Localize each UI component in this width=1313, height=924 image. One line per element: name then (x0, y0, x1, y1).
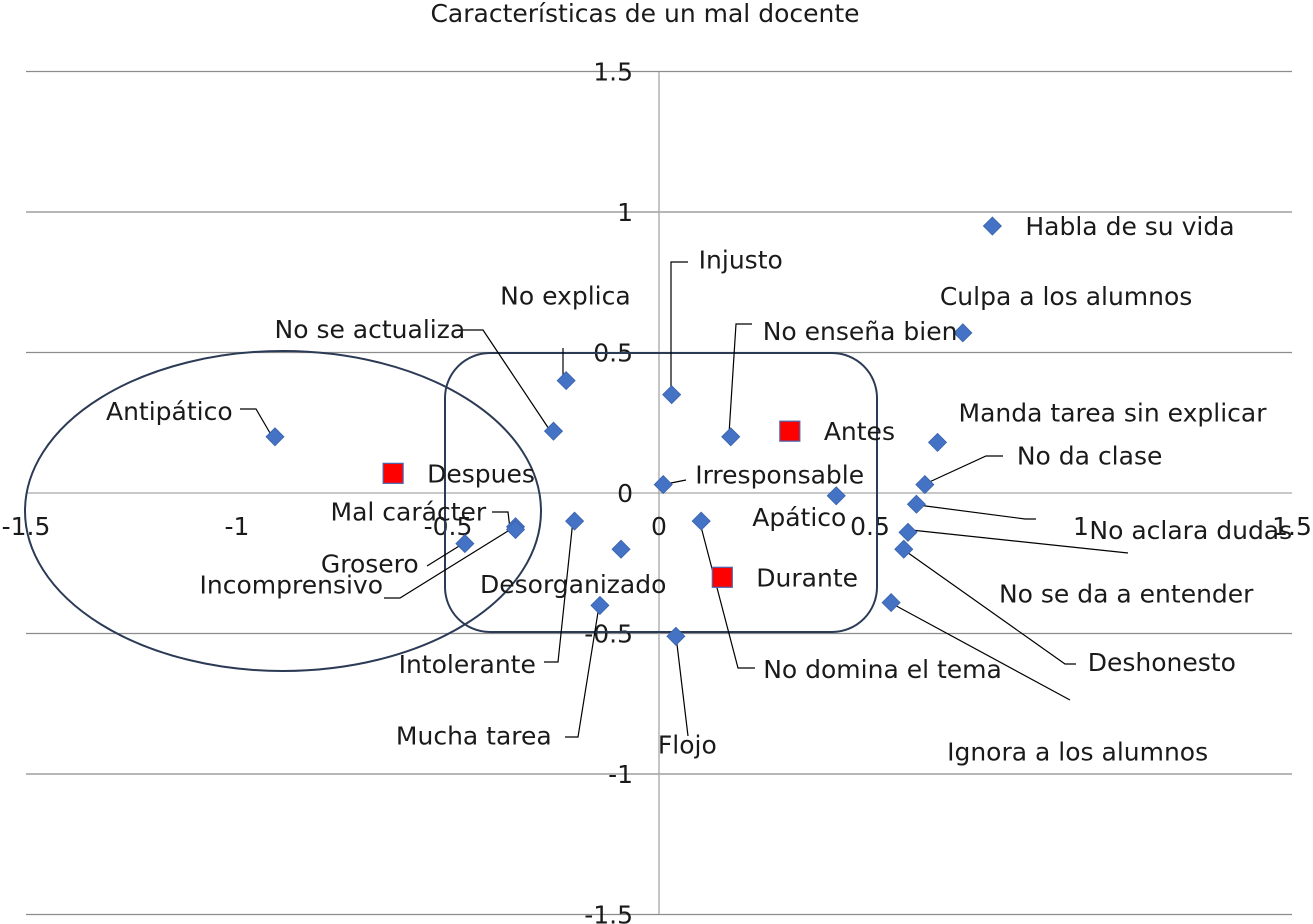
leader-line (492, 511, 511, 530)
point-marker (898, 522, 918, 542)
point-marker (556, 371, 576, 391)
point-label: Habla de su vida (1025, 212, 1234, 241)
point-label: Manda tarea sin explicar (959, 398, 1268, 427)
tick-labels: 1.510.50-0.5-1-1.5-1.5 -1 -0.5 0 0.5 1 1.5 (2, 58, 1312, 924)
centroid-marker (779, 420, 801, 442)
point-label: No aclara dudas (1089, 516, 1292, 545)
despues-group-ellipse (24, 350, 542, 672)
leader-line (462, 329, 550, 430)
leader-line (910, 529, 1129, 554)
y-tick-label: 0 (617, 479, 633, 508)
leader-line (670, 261, 688, 394)
leader-line (698, 518, 755, 669)
y-tick-label: -1.5 (584, 901, 633, 924)
point-marker (590, 595, 610, 615)
centroid-marker (711, 566, 733, 588)
point-marker (721, 427, 741, 447)
leader-line (544, 519, 574, 663)
leader-line (675, 635, 689, 737)
point-marker (505, 519, 526, 540)
x-tick-label: 0 (651, 512, 667, 541)
x-tick-label: -1 (225, 512, 250, 541)
leader-line (903, 549, 1076, 665)
leader-line (384, 530, 509, 599)
point-marker (455, 534, 475, 554)
x-tick-label: 1.5 (1272, 512, 1312, 541)
leader-line (888, 601, 1071, 701)
x-tick-label: 1 (1073, 512, 1089, 541)
point-marker (982, 216, 1002, 236)
point-marker (881, 593, 901, 613)
y-tick-label: 1 (617, 198, 633, 227)
point-label: Deshonesto (1088, 648, 1236, 677)
leader-line (565, 605, 600, 738)
point-marker (894, 539, 914, 559)
point-marker (611, 539, 631, 559)
point-marker (265, 427, 285, 447)
point-marker (565, 511, 585, 531)
point-marker (653, 475, 673, 495)
point-marker (666, 626, 686, 646)
point-label: Mal carácter (331, 498, 487, 527)
point-label: Antipático (106, 397, 233, 426)
antes-durante-group-box (444, 352, 878, 633)
centroid-label: Despues (427, 459, 535, 488)
point-label: No enseña bien (763, 317, 958, 346)
point-marker (691, 511, 711, 531)
centroid-marker (382, 462, 404, 484)
point-label: Grosero (321, 550, 419, 579)
point-label: Flojo (658, 730, 717, 759)
point-label: Intolerante (399, 650, 536, 679)
point-marker (915, 475, 935, 495)
leader-line (917, 504, 1036, 520)
group-outlines (24, 350, 878, 672)
point-label: No domina el tema (763, 655, 1002, 684)
point-label: No explica (500, 282, 631, 311)
leader-line (728, 323, 752, 435)
y-tick-label: 1.5 (593, 58, 633, 87)
leader-line (240, 408, 271, 434)
point-marker (662, 385, 682, 405)
centroid-label: Antes (824, 417, 895, 446)
data-points: Habla de su vida Culpa a los alumnos Manda… (106, 212, 1292, 767)
leader-lines (240, 261, 1129, 738)
point-marker (826, 486, 846, 506)
point-label: Incomprensivo (200, 571, 384, 600)
x-tick-label: 0.5 (850, 512, 890, 541)
point-marker (906, 494, 926, 514)
leader-line (426, 542, 465, 567)
point-label: Mucha tarea (396, 721, 552, 750)
point-label: Ignora a los alumnos (947, 738, 1208, 767)
point-label: No se actualiza (275, 315, 466, 344)
point-marker (927, 432, 948, 452)
point-marker (543, 421, 564, 441)
point-label: Desorganizado (480, 570, 666, 599)
y-tick-label: -1 (608, 760, 633, 789)
point-label: Culpa a los alumnos (940, 282, 1193, 311)
leader-line (924, 455, 1003, 485)
point-label: Apático (752, 503, 846, 532)
point-label: Injusto (699, 246, 783, 275)
point-label: No se da a entender (999, 579, 1254, 608)
point-label: No da clase (1017, 442, 1163, 471)
centroid-label: Durante (756, 563, 858, 592)
y-tick-label: -0.5 (584, 620, 633, 649)
chart-title: Características de un mal docente (430, 0, 859, 28)
point-label: Irresponsable (695, 461, 864, 490)
point-marker (953, 323, 973, 343)
